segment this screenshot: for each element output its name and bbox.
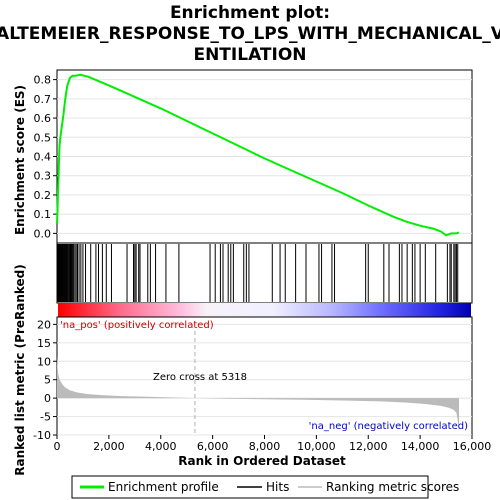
negative-correlated-label: 'na_neg' (negatively correlated) — [309, 421, 468, 432]
x-tick-label: 2,000 — [93, 440, 125, 453]
es-y-tick-label: 0.3 — [34, 170, 52, 183]
x-tick-label: 0 — [54, 440, 61, 453]
color-bar-fill — [58, 303, 471, 317]
es-y-tick-label: 0.4 — [34, 151, 52, 164]
x-tick-label: 8,000 — [249, 440, 281, 453]
es-y-tick-label: 0.6 — [34, 112, 52, 125]
metric-y-tick-label: 20 — [37, 318, 51, 331]
legend-metric-label: Ranking metric scores — [326, 480, 459, 494]
es-y-axis-label: Enrichment score (ES) — [13, 85, 27, 235]
title-line-3: ENTILATION — [193, 45, 306, 65]
metric-y-tick-label: -5 — [40, 411, 51, 424]
es-y-tick-label: 0.7 — [34, 93, 52, 106]
title-line-1: Enrichment plot: — [170, 3, 330, 23]
hits-panel — [56, 242, 473, 304]
metric-x-ticks: 0 2,000 4,000 6,000 8,000 10,000 12,000 14,000 1… — [54, 435, 492, 453]
ranking-color-bar — [58, 303, 471, 317]
legend-hits-label: Hits — [266, 480, 289, 494]
legend-enrichment-label: Enrichment profile — [108, 480, 219, 494]
title-line-2: ALTEMEIER_RESPONSE_TO_LPS_WITH_MECHANICA… — [0, 24, 500, 44]
metric-y-tick-label: 0 — [44, 392, 51, 405]
es-y-ticks: 0.0 0.1 0.2 0.3 0.4 0.5 0.6 0.7 0.8 — [34, 74, 57, 240]
hits-panel-frame — [56, 242, 473, 304]
es-grid — [57, 79, 472, 234]
x-axis-label: Rank in Ordered Dataset — [178, 454, 346, 468]
es-y-tick-label: 0.2 — [34, 189, 52, 202]
metric-y-tick-label: 5 — [44, 374, 51, 387]
x-tick-label: 16,000 — [453, 440, 492, 453]
x-tick-label: 4,000 — [145, 440, 177, 453]
positive-correlated-label: 'na_pos' (positively correlated) — [60, 320, 214, 331]
enrichment-score-panel: 0.0 0.1 0.2 0.3 0.4 0.5 0.6 0.7 0.8 — [34, 69, 473, 244]
metric-y-tick-label: -10 — [33, 429, 51, 442]
metric-y-axis-label: Ranked list metric (PreRanked) — [13, 264, 27, 476]
es-y-tick-label: 0.1 — [34, 208, 52, 221]
hit-marks — [56, 244, 459, 302]
metric-y-ticks: -10 -5 0 5 10 15 20 — [33, 318, 57, 442]
enrichment-profile-line — [56, 73, 460, 237]
metric-panel-frame — [56, 316, 473, 436]
x-tick-label: 6,000 — [197, 440, 229, 453]
metric-y-tick-label: 10 — [37, 355, 51, 368]
es-y-tick-label: 0.8 — [34, 74, 52, 87]
ranked-metric-panel: -10 -5 0 5 10 15 20 0 2,000 4,000 6,000 8,000 10,00… — [33, 316, 492, 453]
x-tick-label: 14,000 — [401, 440, 440, 453]
x-tick-label: 10,000 — [297, 440, 336, 453]
zero-cross-label: Zero cross at 5318 — [153, 372, 247, 383]
es-y-tick-label: 0.0 — [34, 227, 52, 240]
es-y-tick-label: 0.5 — [34, 131, 52, 144]
metric-y-tick-label: 15 — [37, 337, 51, 350]
x-tick-label: 12,000 — [349, 440, 388, 453]
legend: Enrichment profile Hits Ranking metric s… — [71, 475, 459, 499]
